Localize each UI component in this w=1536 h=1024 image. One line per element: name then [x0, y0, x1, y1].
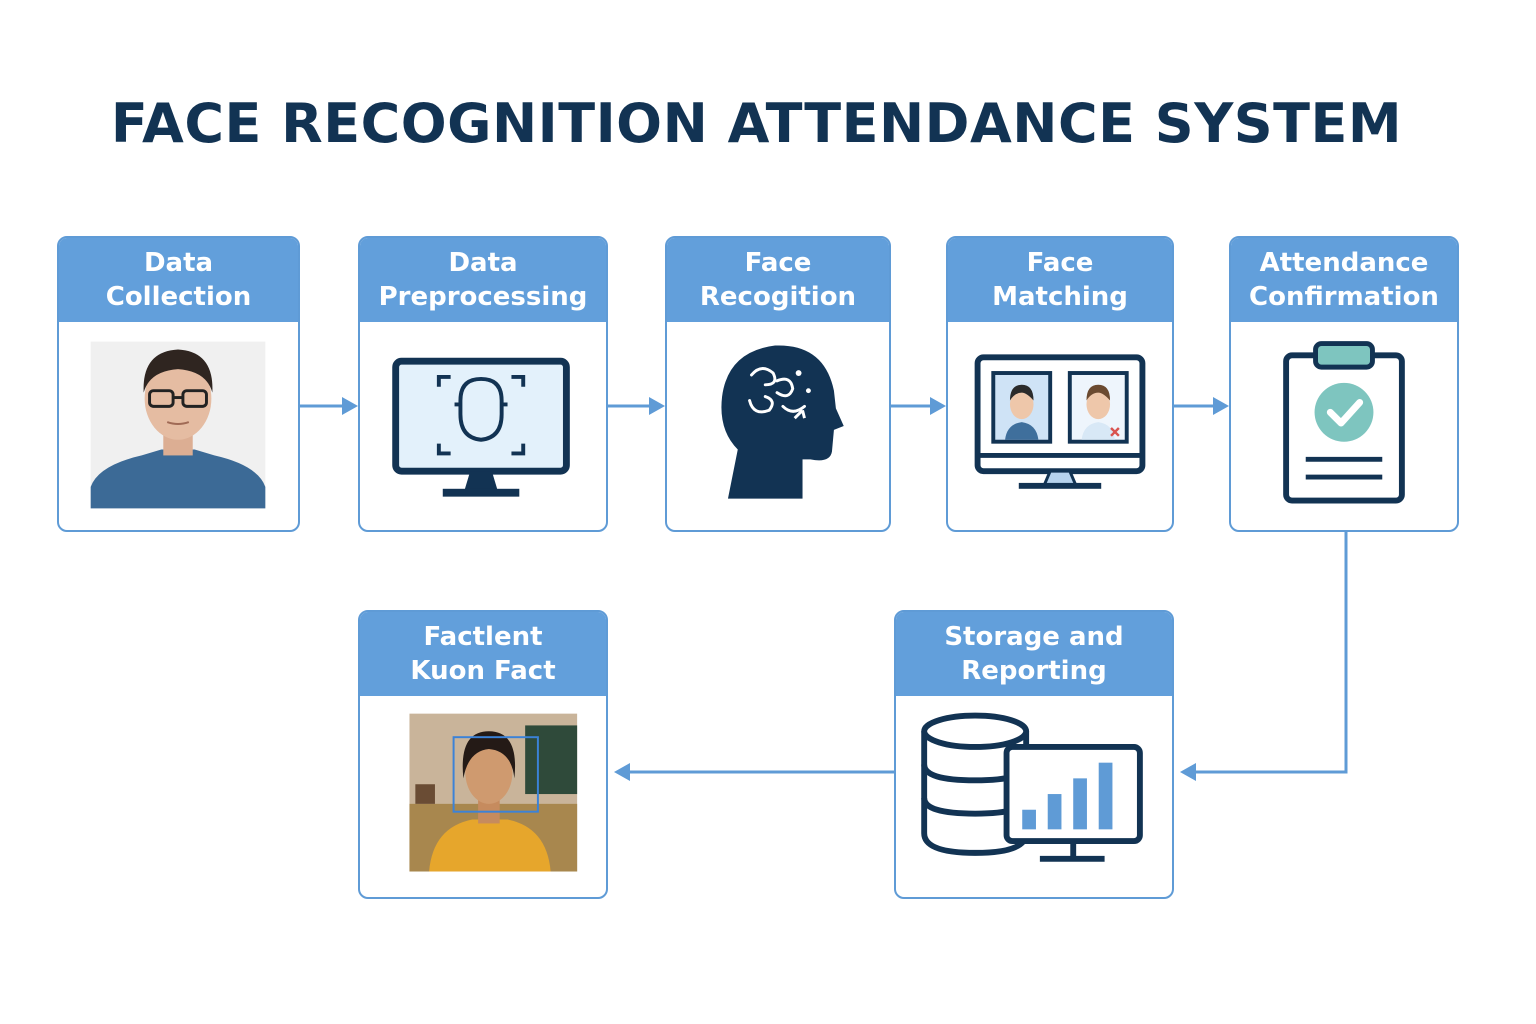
step-label: Face Recogition	[667, 238, 889, 322]
step-data-preprocessing: Data Preprocessing	[358, 236, 608, 532]
database-chart-icon	[921, 712, 1143, 862]
step-label: Factlent Kuon Fact	[360, 612, 606, 696]
person-photo-icon	[90, 341, 266, 509]
step-label: Data Collection	[59, 238, 298, 322]
step-attendance-confirmation: Attendance Confirmation	[1229, 236, 1459, 532]
step-face-recognition: Face Recogition	[665, 236, 891, 532]
step-label: Attendance Confirmation	[1231, 238, 1457, 322]
step-label: Storage and Reporting	[896, 612, 1172, 696]
step-data-collection: Data Collection	[57, 236, 300, 532]
monitor-face-scan-icon	[392, 357, 570, 497]
step-storage-reporting: Storage and Reporting	[894, 610, 1174, 899]
step-face-matching: Face Matching	[946, 236, 1174, 532]
step-label: Data Preprocessing	[360, 238, 606, 322]
diagram-title: FACE RECOGNITION ATTENDANCE SYSTEM	[110, 92, 1403, 155]
step-label: Face Matching	[948, 238, 1172, 322]
step-factlent-kuon-fact: Factlent Kuon Fact	[358, 610, 608, 899]
monitor-face-match-icon	[974, 354, 1146, 489]
clipboard-check-icon	[1283, 341, 1405, 504]
brain-head-icon	[721, 345, 844, 499]
classroom-face-detect-photo	[409, 713, 578, 872]
